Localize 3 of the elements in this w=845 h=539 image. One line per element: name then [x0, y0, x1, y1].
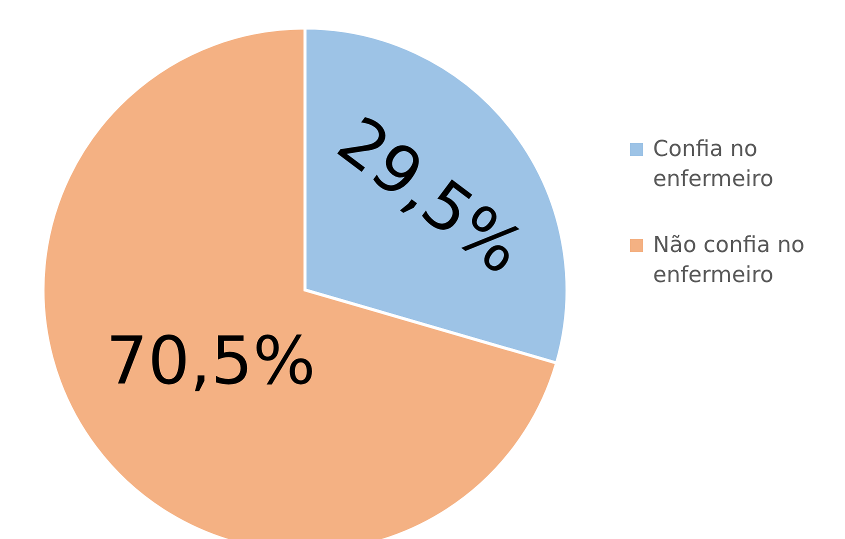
legend-label: Não confia no enfermeiro: [653, 232, 806, 290]
legend-label: Confia no enfermeiro: [653, 136, 775, 194]
data-label: 70,5%: [106, 322, 316, 400]
